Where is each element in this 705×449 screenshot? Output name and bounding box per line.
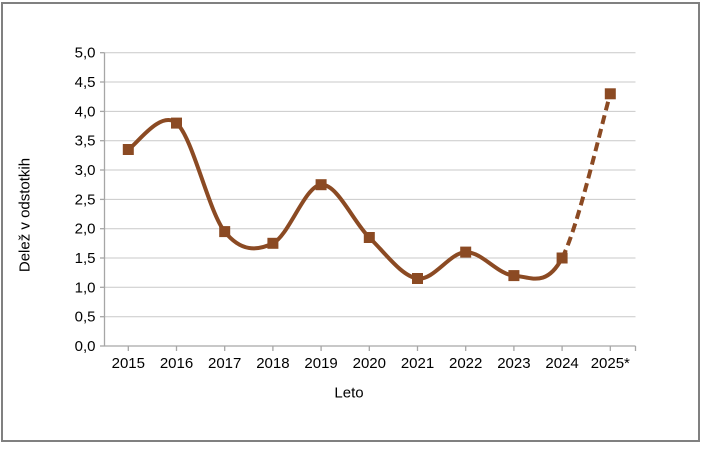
- data-point-marker: [460, 246, 472, 258]
- y-tick-label: 1,5: [75, 250, 96, 267]
- data-point-marker: [412, 273, 423, 284]
- x-tick-label: 2024: [545, 355, 578, 372]
- y-tick-label: 0,5: [75, 309, 96, 326]
- x-tick-label: 2015: [112, 355, 145, 372]
- data-point-marker: [508, 270, 520, 282]
- chart-frame: [1, 2, 700, 442]
- x-tick-label: 2022: [449, 355, 482, 372]
- x-axis-title: Leto: [334, 384, 364, 402]
- y-axis-title: Delež v odstotkih: [16, 157, 34, 273]
- y-tick-label: 4,0: [75, 103, 96, 120]
- x-tick-label: 2019: [304, 355, 337, 372]
- y-tick-label: 0,0: [75, 338, 96, 355]
- x-tick-label: 2023: [497, 355, 530, 372]
- data-point-marker: [363, 232, 375, 243]
- x-tick-label: 2021: [401, 355, 434, 372]
- series-line-solid: [126, 118, 565, 281]
- data-point-marker: [219, 226, 231, 238]
- data-point-marker: [315, 179, 327, 191]
- y-tick-label: 2,0: [75, 221, 96, 238]
- data-point-marker: [267, 237, 279, 249]
- y-tick-label: 2,5: [75, 191, 96, 208]
- data-point-marker: [171, 117, 182, 129]
- x-tick-label: 2017: [208, 355, 241, 372]
- y-tick-label: 4,5: [75, 74, 96, 91]
- x-tick-label: 2020: [353, 355, 386, 372]
- x-tick-label: 2018: [256, 355, 289, 372]
- y-tick-label: 3,0: [75, 162, 96, 179]
- y-tick-label: 1,0: [75, 279, 96, 296]
- y-tick-label: 3,5: [75, 133, 96, 150]
- data-point-marker: [556, 252, 568, 264]
- data-point-marker: [122, 144, 134, 155]
- y-tick-label: 5,0: [75, 45, 96, 62]
- x-tick-label: 2016: [160, 355, 193, 372]
- data-point-marker: [604, 88, 616, 100]
- series-line-dashed-forecast: [560, 93, 613, 259]
- x-tick-label: 2025*: [591, 355, 630, 372]
